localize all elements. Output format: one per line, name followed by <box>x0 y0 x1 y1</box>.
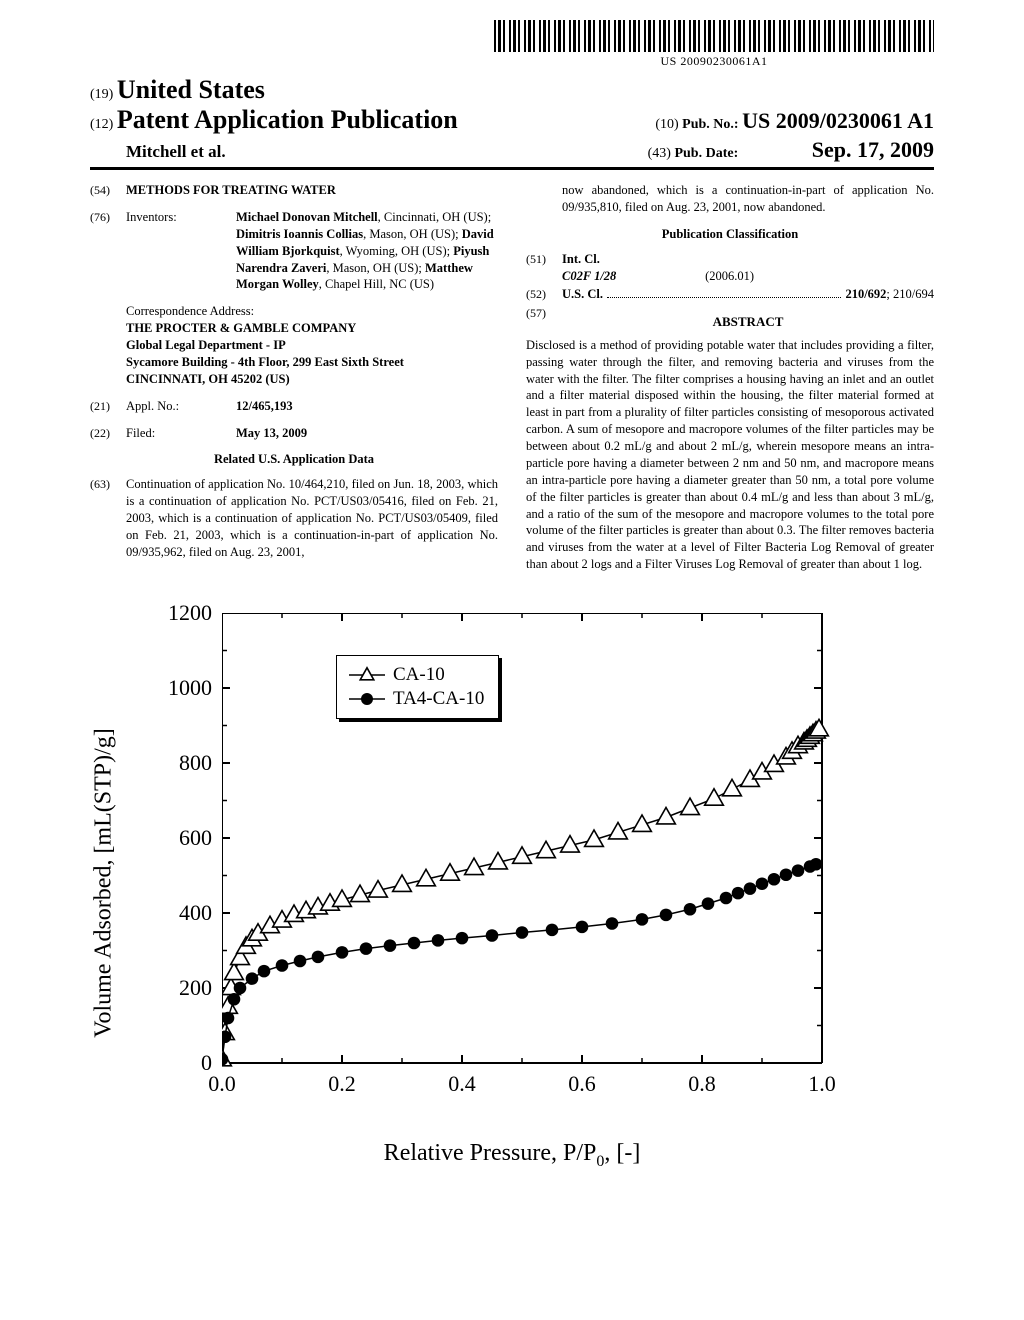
inventors-label: Inventors: <box>126 209 236 293</box>
y-axis-label: Volume Adsorbed, [mL(STP)/g] <box>91 728 118 1038</box>
code-51: (51) <box>526 251 562 285</box>
header: (19) United States (12) Patent Applicati… <box>90 75 934 163</box>
int-cl-edition: (2006.01) <box>705 269 754 283</box>
int-cl-label: Int. Cl. <box>562 252 600 266</box>
related-head: Related U.S. Application Data <box>90 451 498 468</box>
leader-dots <box>607 288 841 298</box>
filed-label: Filed: <box>126 425 236 442</box>
bibliographic-columns: (54) METHODS FOR TREATING WATER (76) Inv… <box>90 182 934 573</box>
code-76: (76) <box>90 209 126 293</box>
code-52: (52) <box>526 286 562 303</box>
legend-marker-icon <box>347 665 387 685</box>
legend-marker-icon <box>347 689 387 709</box>
code-63: (63) <box>90 476 126 560</box>
y-tick-label: 1000 <box>152 675 212 701</box>
legend-label: TA4-CA-10 <box>393 688 484 710</box>
correspondence-l3: Sycamore Building - 4th Floor, 299 East … <box>126 355 404 369</box>
title: METHODS FOR TREATING WATER <box>126 183 336 197</box>
pub-class-head: Publication Classification <box>526 226 934 243</box>
y-tick-label: 400 <box>152 900 212 926</box>
x-axis-label-sub: 0 <box>596 1153 604 1170</box>
barcode-block: US 20090230061A1 <box>90 20 934 69</box>
correspondence-l2: Global Legal Department - IP <box>126 338 286 352</box>
inventor-fragment: , Mason, OH (US); <box>363 227 462 241</box>
us-cl-value-bold: 210/692 <box>845 286 886 303</box>
chart: Volume Adsorbed, [mL(STP)/g] Relative Pr… <box>122 603 902 1163</box>
inventor-fragment: , Wyoming, OH (US); <box>340 244 454 258</box>
left-column: (54) METHODS FOR TREATING WATER (76) Inv… <box>90 182 498 573</box>
us-cl-value-rest: ; 210/694 <box>886 286 934 303</box>
y-tick-label: 800 <box>152 750 212 776</box>
legend-label: CA-10 <box>393 664 445 686</box>
plot-area <box>222 613 842 1083</box>
inventor-fragment: , Chapel Hill, NC (US) <box>319 277 434 291</box>
y-tick-label: 200 <box>152 975 212 1001</box>
legend-item: CA-10 <box>347 664 484 686</box>
authors-line: Mitchell et al. <box>90 142 226 162</box>
code-54: (54) <box>90 182 126 199</box>
abstract-head: ABSTRACT <box>562 313 934 331</box>
y-tick-label: 600 <box>152 825 212 851</box>
code-22: (22) <box>90 425 126 442</box>
code-43: (43) <box>648 146 671 161</box>
int-cl-value: C02F 1/28 <box>562 269 616 283</box>
inventor-fragment: Michael Donovan Mitchell <box>236 210 378 224</box>
inventor-fragment: , Mason, OH (US); <box>326 261 425 275</box>
correspondence-address: Correspondence Address: THE PROCTER & GA… <box>90 303 498 387</box>
barcode-text: US 20090230061A1 <box>494 54 934 69</box>
code-10: (10) <box>655 117 678 132</box>
code-12: (12) <box>90 117 113 132</box>
correspondence-l1: THE PROCTER & GAMBLE COMPANY <box>126 321 356 335</box>
appl-no-label: Appl. No.: <box>126 398 236 415</box>
inventors-list: Michael Donovan Mitchell, Cincinnati, OH… <box>236 209 498 293</box>
legend-item: TA4-CA-10 <box>347 688 484 710</box>
country: United States <box>117 75 265 104</box>
appl-no: 12/465,193 <box>236 399 293 413</box>
pub-no-label: Pub. No.: <box>682 117 738 132</box>
correspondence-l4: CINCINNATI, OH 45202 (US) <box>126 372 290 386</box>
x-axis-label-main: Relative Pressure, P/P <box>384 1140 597 1166</box>
related-continuation: now abandoned, which is a continuation-i… <box>526 182 934 216</box>
inventor-fragment: , Cincinnati, OH (US); <box>378 210 492 224</box>
filed-date: May 13, 2009 <box>236 426 307 440</box>
pub-date: Sep. 17, 2009 <box>812 137 934 162</box>
code-57: (57) <box>526 305 562 337</box>
abstract-text: Disclosed is a method of providing potab… <box>526 337 934 573</box>
legend: CA-10TA4-CA-10 <box>336 655 499 719</box>
correspondence-label: Correspondence Address: <box>126 304 254 318</box>
pub-no: US 2009/0230061 A1 <box>742 108 934 133</box>
x-axis-label-tail: , [-] <box>604 1140 640 1166</box>
us-cl-label: U.S. Cl. <box>562 286 603 303</box>
right-column: now abandoned, which is a continuation-i… <box>526 182 934 573</box>
pub-date-label: Pub. Date: <box>674 146 738 161</box>
pub-type: Patent Application Publication <box>117 105 458 134</box>
related-text: Continuation of application No. 10/464,2… <box>126 476 498 560</box>
code-21: (21) <box>90 398 126 415</box>
barcode-graphic <box>494 20 934 52</box>
x-axis-label: Relative Pressure, P/P0, [-] <box>384 1140 641 1171</box>
inventor-fragment: Dimitris Ioannis Collias <box>236 227 363 241</box>
code-19: (19) <box>90 87 113 102</box>
divider <box>90 167 934 170</box>
y-tick-label: 1200 <box>152 600 212 626</box>
